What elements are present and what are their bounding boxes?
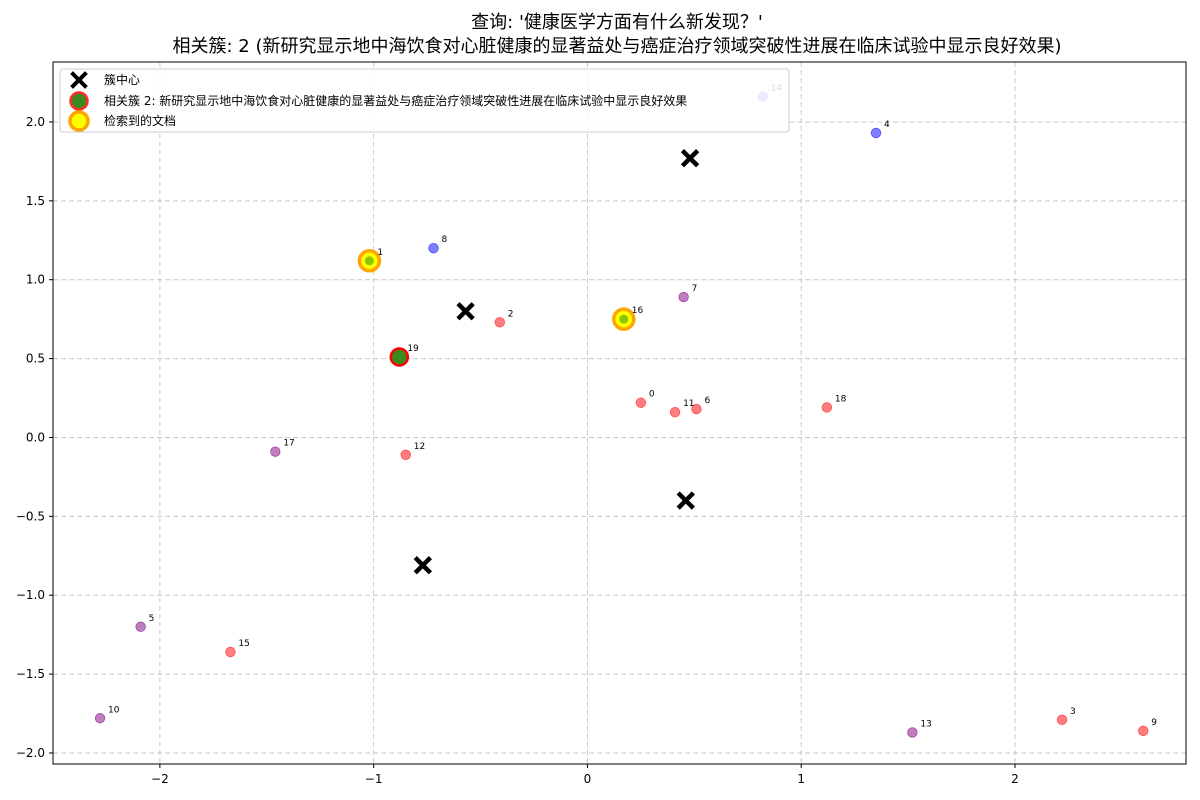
data-point-15 <box>225 646 236 658</box>
point-label-10: 10 <box>108 705 120 715</box>
point-label-17: 17 <box>283 439 294 449</box>
retrieved-point-1 <box>357 249 382 273</box>
tick-layer: −2 −1 0 1 2−2.0−1.5−1.0−0.50.00.51.01.52.0 <box>16 115 1019 786</box>
point-label-2: 2 <box>508 309 514 319</box>
centers-layer <box>413 149 700 575</box>
point-label-19: 19 <box>407 344 419 354</box>
data-point-10 <box>94 713 106 724</box>
cluster-center-2 <box>676 491 695 510</box>
y-tick-label: −0.5 <box>16 509 45 523</box>
data-point-13 <box>907 727 918 738</box>
x-tick-label: 1 <box>797 772 805 786</box>
point-label-11: 11 <box>683 399 694 409</box>
retrieved-point-16 <box>612 307 636 331</box>
point-label-5: 5 <box>149 614 155 624</box>
point-label-9: 9 <box>1151 718 1157 728</box>
y-tick-label: 0.0 <box>26 430 45 444</box>
data-point-12 <box>400 449 411 461</box>
relevant-point-19 <box>389 347 410 367</box>
retrieved-core-1 <box>364 256 374 266</box>
data-point-6 <box>691 403 702 415</box>
data-point-0 <box>635 397 647 408</box>
point-label-8: 8 <box>442 235 448 245</box>
x-tick-label: −2 <box>151 772 169 786</box>
points-layer <box>94 91 1149 738</box>
x-tick-label: 0 <box>584 772 592 786</box>
legend-label-center: 簇中心 <box>104 72 140 87</box>
point-label-6: 6 <box>704 396 710 406</box>
point-label-1: 1 <box>377 248 383 258</box>
y-tick-label: 1.0 <box>26 273 45 287</box>
data-point-11 <box>669 407 681 418</box>
data-point-7 <box>678 291 689 303</box>
cluster-center-0 <box>680 149 700 168</box>
point-label-15: 15 <box>238 639 249 649</box>
cluster-center-1 <box>456 302 475 321</box>
data-point-9 <box>1138 725 1149 737</box>
y-tick-label: −2.0 <box>16 746 45 760</box>
legend-label-relevant: 相关簇 2: 新研究显示地中海饮食对心脏健康的显著益处与癌症治疗领域突破性进展在… <box>104 93 687 108</box>
cluster-center-3 <box>413 556 433 575</box>
legend-retrieved-marker <box>68 110 90 132</box>
labels-layer: 023456789101112131415171819116 <box>108 84 1157 730</box>
point-label-12: 12 <box>414 442 425 452</box>
legend-box <box>59 68 790 133</box>
x-tick-label: −1 <box>365 772 383 786</box>
data-point-2 <box>494 317 505 328</box>
y-tick-label: 2.0 <box>26 115 45 129</box>
y-tick-label: −1.5 <box>16 667 45 681</box>
legend: 簇中心 相关簇 2: 新研究显示地中海饮食对心脏健康的显著益处与癌症治疗领域突破… <box>59 68 790 133</box>
y-tick-label: 0.5 <box>26 352 45 366</box>
retrieved-core-16 <box>619 314 629 324</box>
grid-layer <box>53 62 1186 764</box>
data-point-3 <box>1056 714 1068 726</box>
plot-frame <box>52 61 1187 765</box>
y-tick-label: 1.5 <box>26 194 45 208</box>
point-label-13: 13 <box>920 719 931 729</box>
point-label-18: 18 <box>835 394 847 404</box>
legend-relevant-marker <box>69 91 89 111</box>
point-label-16: 16 <box>632 306 644 316</box>
legend-label-retrieved: 检索到的文档 <box>104 113 176 128</box>
chart-title-line1: 查询: '健康医学方面有什么新发现？' <box>471 12 763 33</box>
point-label-0: 0 <box>649 390 655 400</box>
legend-center-marker <box>70 71 88 89</box>
point-label-3: 3 <box>1070 707 1076 717</box>
chart-title-line2: 相关簇: 2 (新研究显示地中海饮食对心脏健康的显著益处与癌症治疗领域突破性进展… <box>173 36 1062 57</box>
data-point-18 <box>821 402 833 413</box>
point-label-7: 7 <box>692 284 698 294</box>
point-label-4: 4 <box>884 120 890 130</box>
data-point-17 <box>270 446 281 457</box>
data-point-4 <box>870 127 882 139</box>
data-point-8 <box>428 242 439 254</box>
x-tick-label: 2 <box>1011 772 1019 786</box>
y-tick-label: −1.0 <box>16 588 45 602</box>
data-point-5 <box>135 621 146 632</box>
